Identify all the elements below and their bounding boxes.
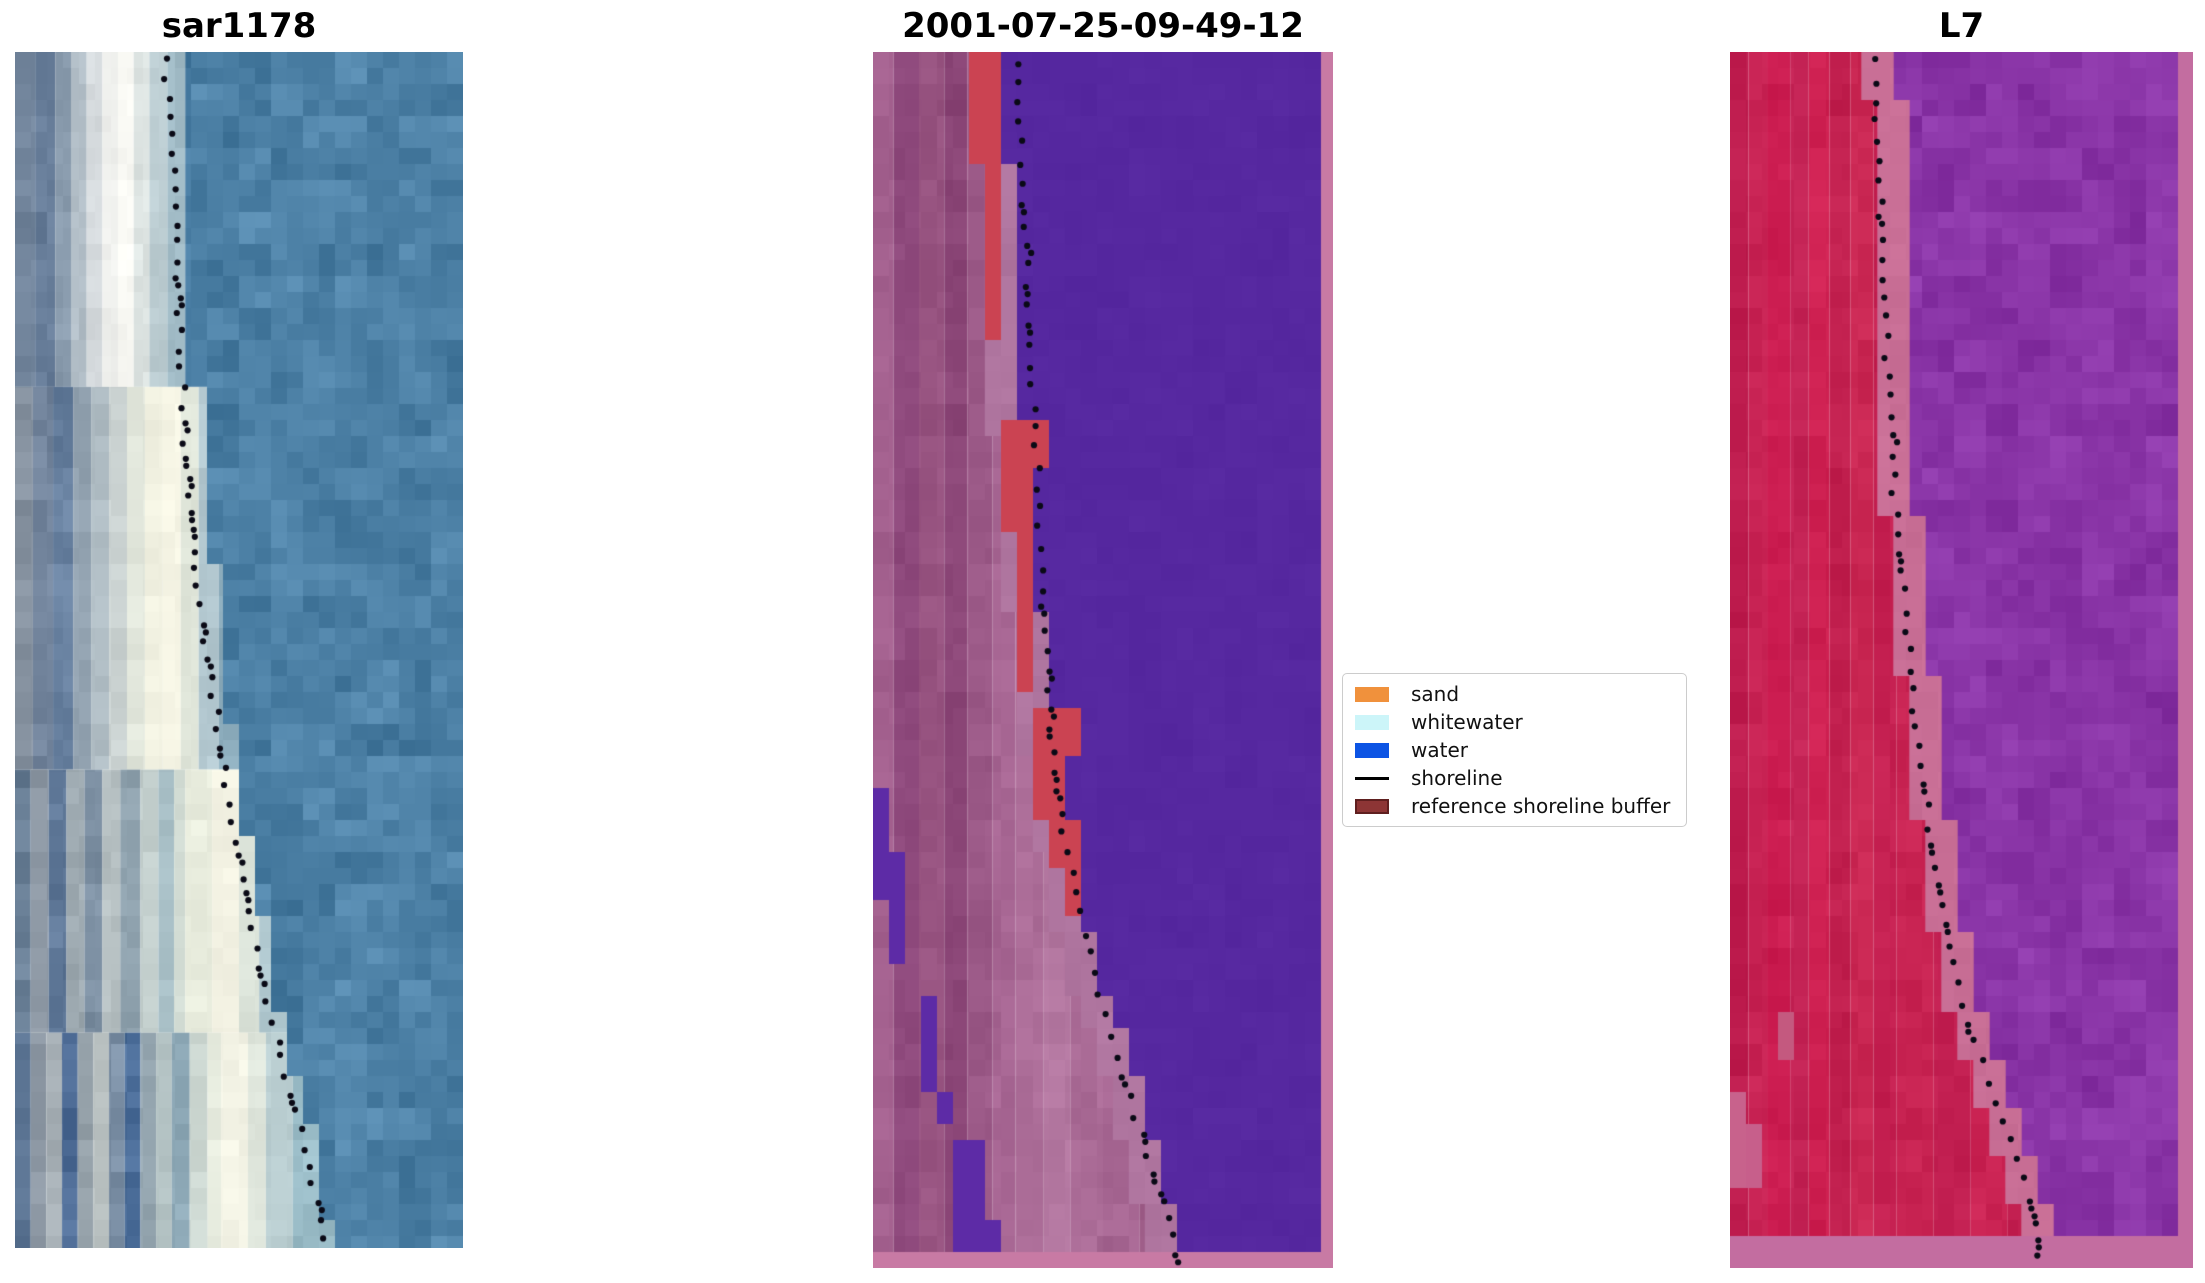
shoreline-swatch-line xyxy=(1355,776,1389,780)
reference-buffer-swatch-fill xyxy=(1355,798,1389,814)
legend-label-shoreline: shoreline xyxy=(1411,766,1503,790)
legend-item-whitewater: whitewater xyxy=(1355,708,1674,736)
sar-satellite-image xyxy=(15,52,463,1248)
legend-label-sand: sand xyxy=(1411,682,1460,706)
landsat7-image xyxy=(1730,52,2193,1268)
panel-title-l7: L7 xyxy=(1938,6,1985,46)
legend: sand whitewater water shoreline referenc… xyxy=(1342,673,1687,827)
sand-swatch xyxy=(1355,686,1389,702)
whitewater-swatch-fill xyxy=(1355,714,1389,730)
legend-item-reference-shoreline-buffer: reference shoreline buffer xyxy=(1355,792,1674,820)
water-swatch xyxy=(1355,742,1389,758)
water-swatch-fill xyxy=(1355,742,1389,758)
panel-title-sar1178: sar1178 xyxy=(161,6,317,46)
legend-label-water: water xyxy=(1411,738,1468,762)
panel-l7: L7 xyxy=(1730,6,2193,1268)
panel-title-classified: 2001-07-25-09-49-12 xyxy=(902,6,1304,46)
panel-classified-2001-07-25: 2001-07-25-09-49-12 xyxy=(873,6,1333,1268)
classified-optical-image xyxy=(873,52,1333,1268)
panel-sar1178: sar1178 xyxy=(15,6,463,1248)
legend-label-whitewater: whitewater xyxy=(1411,710,1523,734)
sand-swatch-fill xyxy=(1355,686,1389,702)
reference-buffer-swatch xyxy=(1355,798,1389,814)
whitewater-swatch xyxy=(1355,714,1389,730)
legend-label-reference-buffer: reference shoreline buffer xyxy=(1411,794,1671,818)
legend-item-sand: sand xyxy=(1355,680,1674,708)
legend-item-water: water xyxy=(1355,736,1674,764)
legend-item-shoreline: shoreline xyxy=(1355,764,1674,792)
shoreline-line-swatch xyxy=(1355,771,1389,786)
